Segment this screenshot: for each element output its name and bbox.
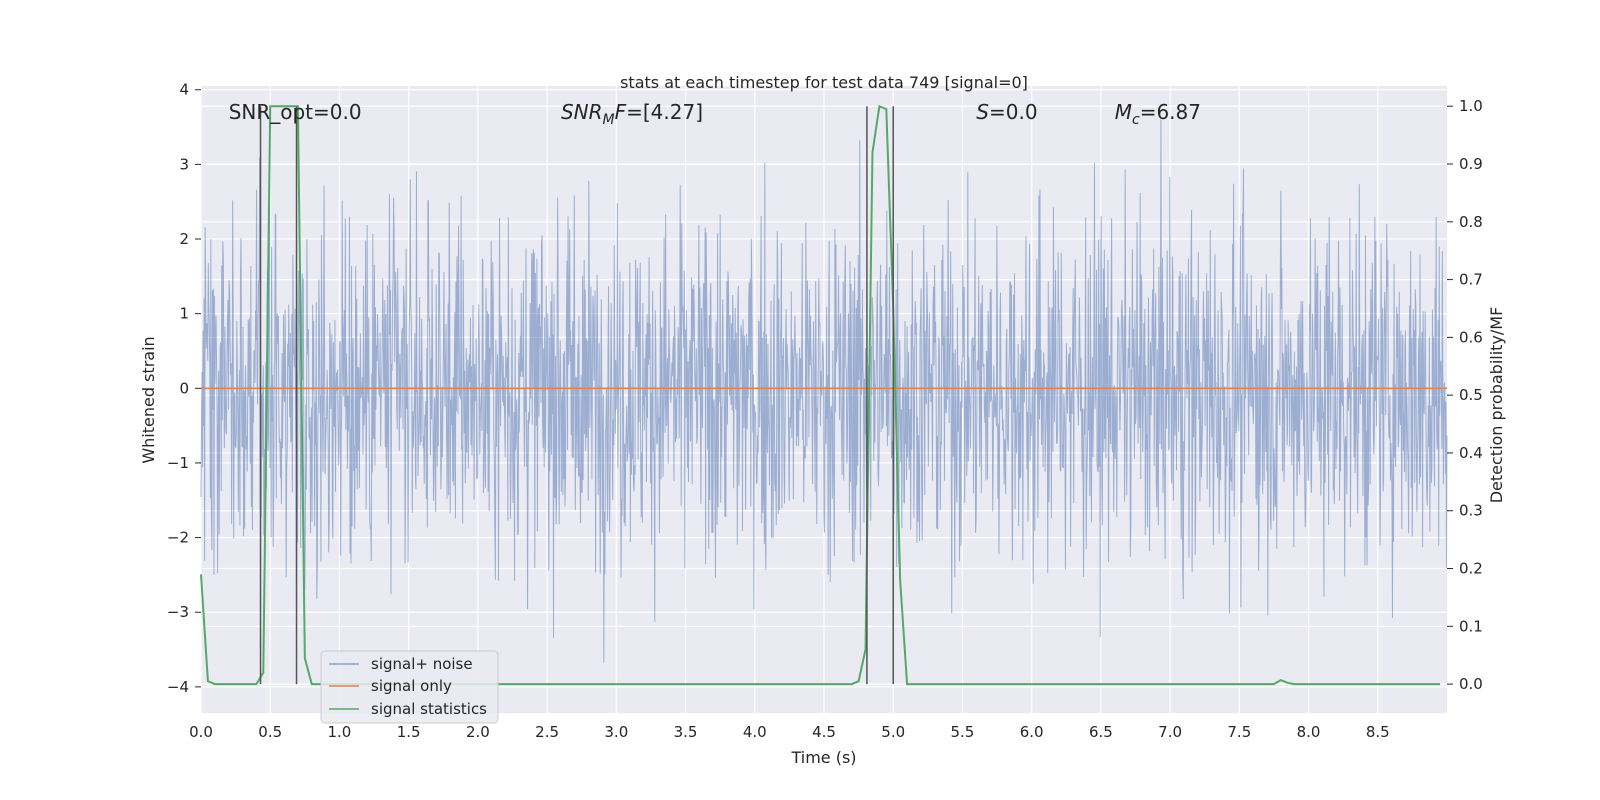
- y-tick-label: −3: [167, 603, 189, 621]
- noise-line: [200, 119, 1448, 663]
- x-tick-label: 7.5: [1227, 723, 1251, 741]
- x-tick-label: 8.0: [1297, 723, 1321, 741]
- legend-box: [320, 650, 499, 724]
- y2-axis-label: Detection probability/MF: [1487, 307, 1506, 504]
- y2-tick-label: 0.1: [1459, 617, 1483, 635]
- x-tick-label: 6.5: [1089, 723, 1113, 741]
- y2-tick-label: 0.5: [1459, 386, 1483, 404]
- x-tick-label: 2.5: [535, 723, 559, 741]
- y2-axis-ticks: 0.0 0.1 0.2 0.3 0.4 0.5 0.6 0.7 0.8 0.9 1.0: [1447, 97, 1483, 693]
- x-tick-label: 8.5: [1366, 723, 1390, 741]
- annotation-text: Mc=6.87: [1115, 100, 1201, 128]
- annotation-text: SNR_opt=0.0: [229, 100, 362, 124]
- x-tick-label: 1.5: [397, 723, 421, 741]
- x-tick-label: 2.0: [466, 723, 490, 741]
- x-axis-label: Time (s): [790, 748, 856, 767]
- chart-title: stats at each timestep for test data 749…: [620, 73, 1028, 92]
- legend-label-signal-only: signal only: [371, 677, 452, 695]
- y2-tick-label: 0.3: [1459, 502, 1483, 520]
- y-tick-label: 4: [179, 81, 189, 99]
- legend: signal+ noise signal only signal statist…: [320, 650, 499, 724]
- x-tick-label: 5.5: [951, 723, 975, 741]
- y-tick-label: 2: [179, 230, 189, 248]
- x-tick-label: 1.0: [328, 723, 352, 741]
- annotation-text: SNRMF=[4.27]: [561, 100, 703, 128]
- noise-series: [200, 119, 1448, 663]
- y2-tick-label: 0.4: [1459, 444, 1483, 462]
- y2-tick-label: 0.6: [1459, 328, 1483, 346]
- x-axis-ticks: 0.0 0.5 1.0 1.5 2.0 2.5 3.0 3.5 4.0 4.5 5.0 5.5 6.0 6…: [189, 723, 1390, 741]
- x-tick-label: 4.5: [812, 723, 836, 741]
- vertical-markers: [259, 106, 894, 685]
- x-tick-label: 5.0: [881, 723, 905, 741]
- x-tick-label: 4.0: [743, 723, 767, 741]
- annotation-text: S=0.0: [976, 100, 1037, 124]
- y2-tick-label: 1.0: [1459, 97, 1483, 115]
- annotations: SNR_opt=0.0 SNRMF=[4.27] S=0.0 Mc=6.87: [229, 100, 1201, 128]
- y2-tick-label: 0.0: [1459, 675, 1483, 693]
- x-tick-label: 6.0: [1020, 723, 1044, 741]
- x-tick-label: 0.0: [189, 723, 213, 741]
- y2-tick-label: 0.9: [1459, 155, 1483, 173]
- x-tick-label: 3.5: [674, 723, 698, 741]
- legend-label-statistics: signal statistics: [371, 700, 487, 718]
- y-axis-ticks: −4 −3 −2 −1 0 1 2 3 4: [167, 81, 201, 696]
- y-tick-label: −4: [167, 678, 189, 696]
- y-tick-label: 1: [179, 305, 189, 323]
- y2-tick-label: 0.7: [1459, 271, 1483, 289]
- statistics-line: [200, 104, 1441, 686]
- y-tick-label: −2: [167, 529, 189, 547]
- y2-tick-label: 0.8: [1459, 213, 1483, 231]
- legend-label-noise: signal+ noise: [371, 655, 473, 673]
- y-tick-label: 0: [179, 379, 189, 397]
- y2-tick-label: 0.2: [1459, 560, 1483, 578]
- x-tick-label: 7.0: [1158, 723, 1182, 741]
- y-axis-label: Whitened strain: [139, 336, 158, 463]
- y-tick-label: −1: [167, 454, 189, 472]
- x-tick-label: 0.5: [258, 723, 282, 741]
- y-tick-label: 3: [179, 155, 189, 173]
- statistics-series: [200, 104, 1441, 686]
- x-tick-label: 3.0: [604, 723, 628, 741]
